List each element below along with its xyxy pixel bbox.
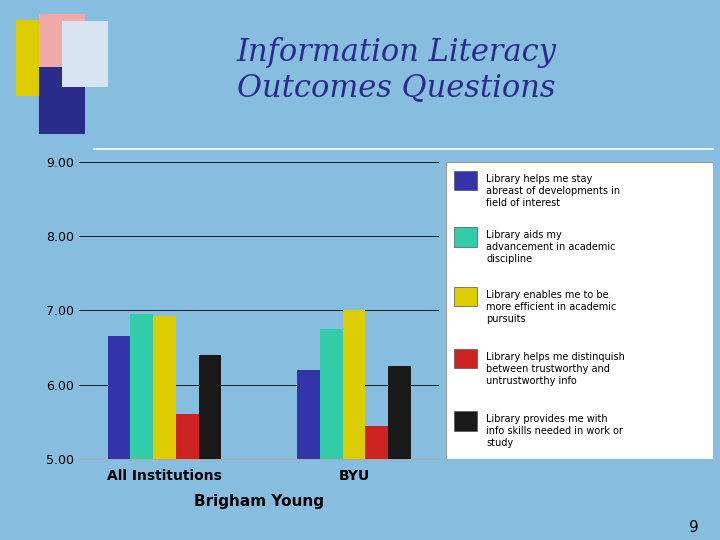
Bar [454,171,477,190]
Bar [199,355,221,540]
X-axis label: Brigham Young: Brigham Young [194,494,324,509]
Bar [388,366,411,540]
Bar [454,227,477,247]
Bar [365,426,388,540]
Bar [320,329,343,540]
Bar [130,314,153,540]
Bar [343,310,365,540]
Text: Information Literacy
Outcomes Questions: Information Literacy Outcomes Questions [236,37,556,104]
Bar [454,349,477,368]
Bar [107,336,130,540]
Bar [297,370,320,540]
Bar [454,287,477,306]
Bar [176,415,199,540]
Bar [153,316,176,540]
Text: Library enables me to be
more efficient in academic
pursuits: Library enables me to be more efficient … [487,289,617,323]
Bar [454,411,477,431]
Text: Library provides me with
info skills needed in work or
study: Library provides me with info skills nee… [487,415,624,448]
Text: Library aids my
advancement in academic
discipline: Library aids my advancement in academic … [487,230,616,264]
Text: Library helps me stay
abreast of developments in
field of interest: Library helps me stay abreast of develop… [487,174,621,208]
Text: Library helps me distinquish
between trustworthy and
untrustworthy info: Library helps me distinquish between tru… [487,352,625,386]
Text: 9: 9 [688,519,698,535]
